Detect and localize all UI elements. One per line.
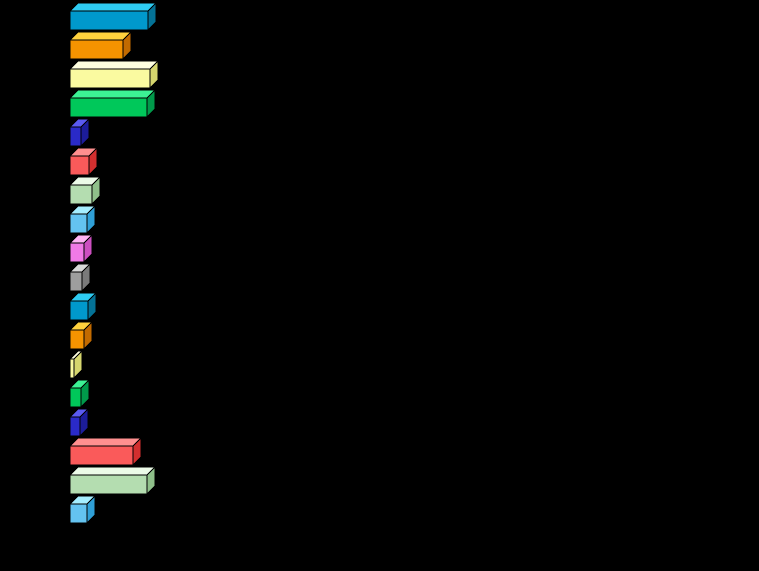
- bar-18[interactable]: [68, 494, 97, 525]
- bar-top-face: [68, 466, 157, 476]
- bar-front-face: [69, 358, 75, 379]
- bar-front-face: [69, 39, 124, 60]
- bar-front-face: [69, 184, 93, 205]
- bar-15[interactable]: [68, 407, 90, 438]
- bar-03[interactable]: [68, 59, 160, 90]
- bar-14[interactable]: [68, 378, 91, 409]
- bar-13[interactable]: [68, 349, 84, 380]
- bar-07[interactable]: [68, 175, 102, 206]
- bar-front-face: [69, 300, 89, 321]
- bar-front-face: [69, 213, 88, 234]
- bar-05[interactable]: [68, 117, 91, 148]
- bar-02[interactable]: [68, 30, 133, 61]
- bar-front-face: [69, 242, 85, 263]
- bar-01[interactable]: [68, 1, 158, 32]
- bar-09[interactable]: [68, 233, 94, 264]
- bar-front-face: [69, 445, 134, 466]
- bar-front-face: [69, 416, 81, 437]
- bar-top-face: [68, 437, 143, 447]
- bar-top-face: [68, 2, 158, 12]
- bar-front-face: [69, 68, 151, 89]
- bar-front-face: [69, 155, 90, 176]
- bar-06[interactable]: [68, 146, 99, 177]
- bar-04[interactable]: [68, 88, 157, 119]
- bar-front-face: [69, 271, 83, 292]
- bar-top-face: [68, 89, 157, 99]
- bar-front-face: [69, 474, 148, 495]
- bar-front-face: [69, 503, 88, 524]
- bar-front-face: [69, 97, 148, 118]
- bar-front-face: [69, 126, 82, 147]
- bar-11[interactable]: [68, 291, 98, 322]
- bar-08[interactable]: [68, 204, 97, 235]
- bar-12[interactable]: [68, 320, 94, 351]
- bar-16[interactable]: [68, 436, 143, 467]
- bar-front-face: [69, 10, 149, 31]
- bar-top-face: [68, 31, 133, 41]
- bar-17[interactable]: [68, 465, 157, 496]
- bar-front-face: [69, 329, 85, 350]
- bar-front-face: [69, 387, 82, 408]
- bar-top-face: [68, 60, 160, 70]
- bar-10[interactable]: [68, 262, 92, 293]
